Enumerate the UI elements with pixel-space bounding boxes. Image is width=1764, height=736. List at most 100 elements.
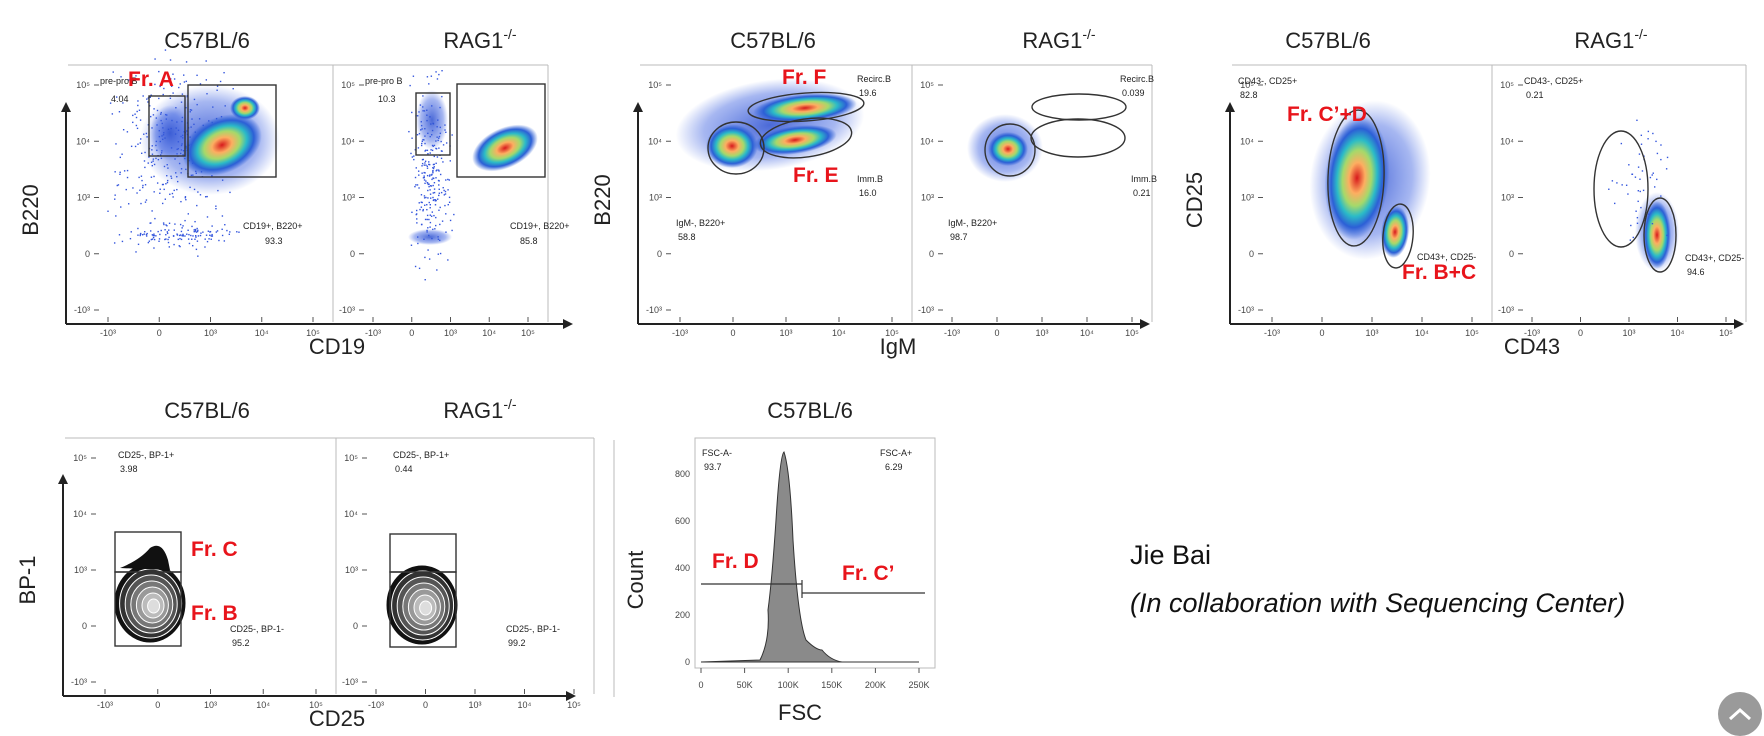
event-dot [145,233,148,236]
gate-igm-neg-percent: 58.8 [678,232,696,242]
event-dot [180,238,183,241]
plot-panel [65,437,337,694]
event-dot [114,198,116,200]
event-dot [428,83,430,85]
panel-title: RAG1-/- [1574,26,1647,53]
event-dot [169,78,172,80]
event-dot [159,192,161,194]
event-dot [418,267,421,270]
event-dot [223,240,226,242]
x-tick-label: -10³ [368,700,384,710]
event-dot [433,198,435,201]
x-tick-label: 0 [157,328,162,338]
event-dot [195,236,197,238]
event-dot [184,219,186,222]
event-dot [432,163,435,166]
gate-pre-pro-b [415,92,451,156]
event-dot [181,227,183,229]
y-axis-label: B220 [18,184,43,235]
event-dot [118,234,121,236]
event-dot [140,202,142,205]
event-dot [169,59,172,61]
gate-prepro-name: pre-pro B [365,76,403,86]
y-axis-arrowhead [633,102,643,112]
fr-e-label: Fr. E [793,164,839,187]
event-dot [176,233,178,235]
event-dot [424,172,426,174]
event-dot [429,226,431,228]
x-tick-label: 10³ [468,700,481,710]
event-dot [173,78,176,80]
x-tick-label: 10³ [1035,328,1048,338]
event-dot [119,171,121,174]
wt-cd25-population [1324,116,1390,240]
event-dot [441,70,443,72]
event-dot [1636,222,1639,225]
y-tick-label: 10³ [1241,193,1254,203]
event-dot [135,116,138,119]
event-dot [429,204,432,206]
event-dot [179,83,181,85]
event-dot [1608,188,1610,190]
event-dot [420,144,423,147]
event-dot [185,80,187,83]
event-dot [429,197,432,199]
event-dot [190,234,192,237]
event-dot [430,75,433,77]
event-dot [164,49,167,51]
event-dot [165,183,167,185]
y-tick-label: 10⁵ [341,80,355,90]
event-dot [428,183,430,185]
event-dot [170,85,173,87]
x-tick-label: -10³ [365,328,381,338]
gate-cd43neg-cd25pos [1593,130,1649,248]
collaboration-note: (In collaboration with Sequencing Center… [1130,588,1626,618]
x-tick-label: 200K [865,680,886,690]
event-dot [423,171,425,174]
event-dot [433,214,435,217]
event-dot [164,198,167,200]
plot-panel [1232,64,1493,322]
event-dot [163,87,165,90]
event-dot [182,233,184,236]
event-dot [1660,144,1662,146]
event-dot [429,221,432,224]
event-dot [172,196,174,198]
wt-cloud [675,78,865,172]
event-dot [142,186,144,189]
event-dot [125,188,127,191]
plot-panel [640,64,913,322]
event-dot [438,209,440,211]
event-dot [1636,216,1639,219]
event-dot [136,192,138,194]
event-dot [428,163,431,166]
event-dot [1660,195,1662,197]
event-dot [126,131,129,133]
event-dot [129,237,132,240]
event-dot [147,101,149,103]
x-tick-label: 10⁴ [832,328,846,338]
event-dot [1666,234,1668,237]
event-dot [1640,143,1643,145]
event-dot [1639,178,1641,180]
event-dot [427,197,429,199]
event-dot [211,235,214,237]
event-dot [197,229,199,232]
event-dot [448,179,451,181]
event-dot [428,163,430,166]
x-tick-label: 10⁵ [567,700,581,710]
y-tick-label: 0 [1509,249,1514,259]
event-dot [444,204,446,207]
scroll-to-top-button[interactable] [1718,692,1762,736]
event-dot [1647,130,1650,133]
event-dot [434,200,437,202]
event-dot [185,61,188,63]
event-dot [415,209,418,212]
x-tick-label: 0 [730,328,735,338]
event-dot [418,202,420,204]
event-dot [432,169,434,172]
fr-d-label: Fr. D [712,550,759,573]
event-dot [412,75,415,77]
event-dot [173,243,175,246]
gate-bp1neg-percent: 95.2 [232,638,250,648]
